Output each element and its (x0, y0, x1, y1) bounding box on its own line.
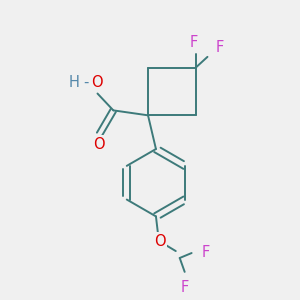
Text: F: F (201, 244, 210, 260)
Text: F: F (190, 34, 198, 50)
Text: O: O (154, 234, 166, 249)
Text: F: F (181, 280, 189, 295)
Text: H: H (68, 75, 79, 90)
Text: O: O (93, 136, 104, 152)
Text: -: - (83, 75, 88, 90)
Text: O: O (91, 75, 102, 90)
Text: F: F (215, 40, 224, 56)
